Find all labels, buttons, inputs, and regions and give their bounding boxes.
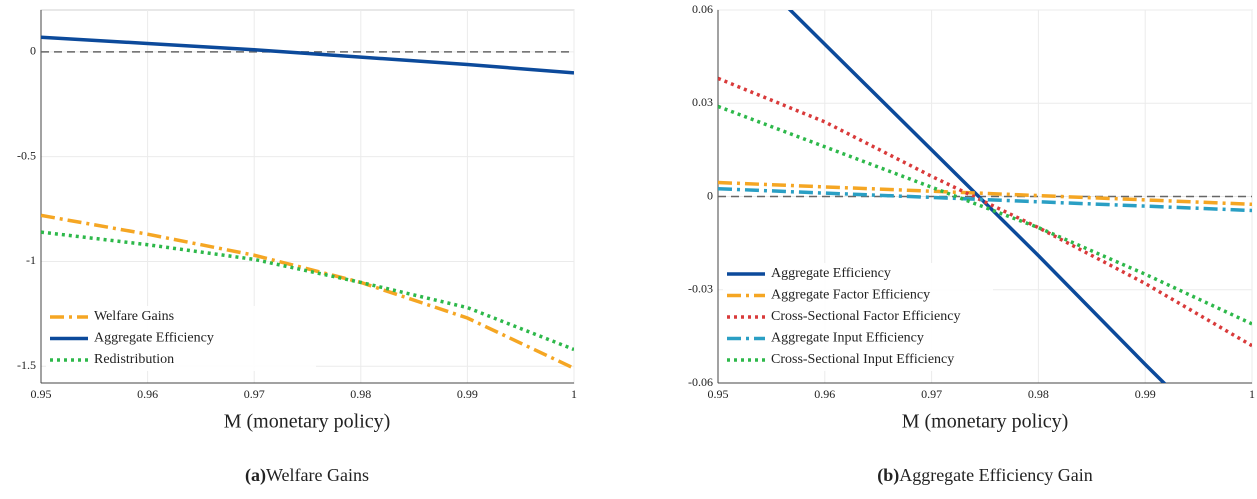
caption: (a)Welfare Gains bbox=[245, 465, 369, 486]
y-tick-label: -0.5 bbox=[17, 148, 36, 162]
y-tick-label: 0 bbox=[30, 44, 36, 58]
x-tick-label: 0.95 bbox=[708, 387, 729, 401]
x-tick-label: 0.98 bbox=[1028, 387, 1049, 401]
x-tick-label: 0.97 bbox=[244, 387, 265, 401]
y-tick-label: 0 bbox=[707, 188, 713, 202]
y-tick-label: 0.03 bbox=[692, 95, 713, 109]
caption-text: Welfare Gains bbox=[266, 465, 369, 485]
legend-box bbox=[46, 306, 316, 371]
y-tick-label: -1 bbox=[26, 253, 36, 267]
y-tick-label: -1.5 bbox=[17, 358, 36, 372]
caption: (b)Aggregate Efficiency Gain bbox=[877, 465, 1093, 486]
lines bbox=[718, 10, 1252, 383]
x-tick-label: 0.97 bbox=[921, 387, 942, 401]
x-axis-label: M (monetary policy) bbox=[224, 411, 391, 433]
x-tick-label: 0.96 bbox=[814, 387, 835, 401]
series-line bbox=[718, 186, 1252, 213]
series-line bbox=[718, 104, 1252, 326]
caption-label: (b) bbox=[877, 465, 899, 486]
legend-box bbox=[723, 263, 993, 371]
legend-label: Welfare Gains bbox=[94, 309, 174, 324]
series-line bbox=[41, 35, 574, 75]
x-tick-label: 0.99 bbox=[1135, 387, 1156, 401]
caption-text: Aggregate Efficiency Gain bbox=[899, 465, 1093, 485]
y-tick-label: -0.06 bbox=[688, 375, 713, 389]
x-tick-label: 0.95 bbox=[31, 387, 52, 401]
legend-label: Aggregate Efficiency bbox=[771, 266, 891, 281]
x-tick-label: 1 bbox=[1249, 387, 1255, 401]
legend-label: Cross-Sectional Input Efficiency bbox=[771, 352, 954, 367]
legend-label: Redistribution bbox=[94, 352, 174, 367]
legend-label: Aggregate Efficiency bbox=[94, 331, 214, 346]
caption-label: (a) bbox=[245, 465, 266, 486]
series-line bbox=[718, 180, 1252, 207]
x-tick-label: 0.99 bbox=[457, 387, 478, 401]
legend-label: Cross-Sectional Factor Efficiency bbox=[771, 309, 960, 324]
y-tick-label: 0.06 bbox=[692, 2, 713, 16]
x-tick-label: 0.98 bbox=[350, 387, 371, 401]
x-axis-label: M (monetary policy) bbox=[902, 411, 1069, 433]
x-tick-label: 0.96 bbox=[137, 387, 158, 401]
series-line bbox=[718, 76, 1252, 348]
series-line bbox=[41, 213, 574, 370]
y-tick-label: -0.03 bbox=[688, 282, 713, 296]
x-tick-label: 1 bbox=[571, 387, 577, 401]
legend-label: Aggregate Factor Efficiency bbox=[771, 288, 930, 303]
legend-label: Aggregate Input Efficiency bbox=[771, 331, 924, 346]
lines bbox=[41, 35, 574, 370]
